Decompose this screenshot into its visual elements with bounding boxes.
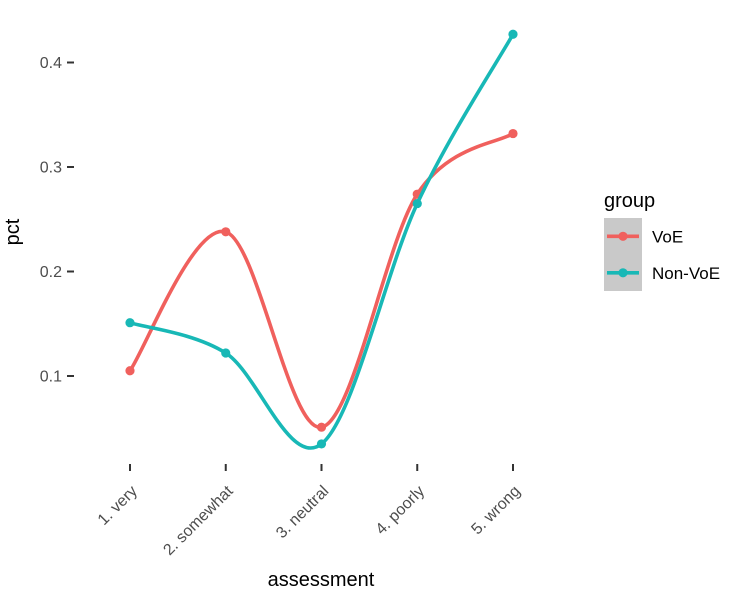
y-axis-title: pct (2, 218, 24, 245)
data-point-voe (508, 128, 518, 139)
legend: VoE Non-VoE (604, 218, 720, 291)
x-tick-label: 3. neutral (273, 483, 332, 542)
x-tick-label: 2. somewhat (160, 482, 237, 559)
x-tick-label: 4. poorly (373, 483, 428, 538)
data-point-non-voe (221, 348, 231, 358)
y-tick-label: 0.2 (40, 264, 62, 281)
legend-entry-label: VoE (652, 227, 683, 246)
x-axis: 1. very 2. somewhat 3. neutral 4. poorly 5. … (95, 464, 524, 559)
data-point-voe (316, 422, 327, 432)
legend-key-point-voe (618, 231, 628, 241)
data-point-non-voe (316, 439, 327, 449)
data-point-non-voe (508, 29, 518, 39)
x-axis-title: assessment (268, 569, 375, 591)
series-line-voe (128, 131, 515, 430)
y-tick-label: 0.4 (40, 55, 62, 72)
legend-key-background (604, 218, 642, 291)
series-group (125, 29, 518, 450)
data-point-non-voe (125, 318, 135, 328)
x-tick-label: 5. wrong (468, 483, 523, 538)
y-axis: 0.1 0.2 0.3 0.4 (40, 55, 74, 386)
x-tick-label: 1. very (95, 483, 141, 529)
series-line-non-voe (128, 32, 515, 450)
y-tick-label: 0.1 (40, 369, 62, 386)
data-point-non-voe (412, 198, 422, 209)
legend-key-point-non-voe (618, 268, 628, 278)
y-tick-label: 0.3 (40, 160, 62, 177)
data-point-voe (221, 227, 231, 237)
legend-title: group (604, 190, 655, 212)
data-point-voe (125, 366, 135, 376)
legend-entry-label: Non-VoE (652, 264, 720, 283)
